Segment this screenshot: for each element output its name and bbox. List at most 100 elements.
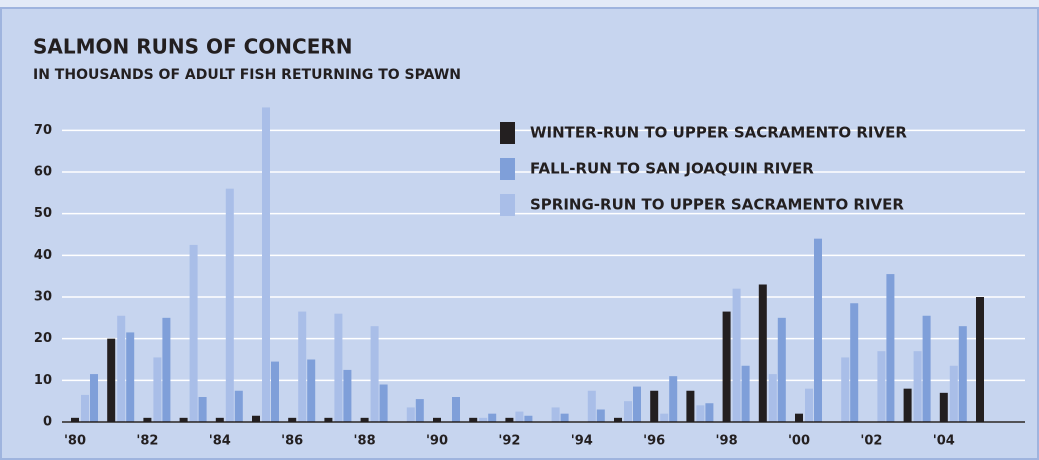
bar xyxy=(71,417,79,422)
y-tick-label: 40 xyxy=(34,248,52,263)
y-tick-label: 50 xyxy=(34,206,52,221)
bar xyxy=(777,317,786,422)
x-tick-label: '86 xyxy=(281,434,303,449)
bar xyxy=(903,388,912,422)
bar xyxy=(334,313,343,422)
x-tick-label: '80 xyxy=(64,434,86,449)
bar xyxy=(624,401,632,422)
bar xyxy=(877,351,886,422)
bar xyxy=(976,297,984,422)
bar xyxy=(841,357,850,422)
y-tick-label: 10 xyxy=(34,373,52,388)
legend-swatch xyxy=(500,194,515,216)
bar xyxy=(433,417,441,422)
x-tick-label: '04 xyxy=(933,434,955,449)
bar xyxy=(515,411,524,422)
x-tick-label: '02 xyxy=(860,434,882,449)
bar xyxy=(215,417,224,422)
bar xyxy=(560,413,569,422)
bar xyxy=(939,392,948,422)
frame xyxy=(0,7,1039,460)
y-tick-label: 30 xyxy=(34,290,52,305)
bar xyxy=(117,315,126,422)
bar xyxy=(732,288,741,422)
bar xyxy=(913,351,922,422)
bar xyxy=(262,107,270,423)
bar xyxy=(524,415,533,422)
bar xyxy=(343,369,352,422)
bar xyxy=(587,390,596,422)
y-tick-label: 70 xyxy=(34,123,52,138)
bar xyxy=(922,315,931,422)
bar xyxy=(81,394,89,422)
bar xyxy=(886,274,895,422)
bar xyxy=(198,397,207,422)
y-tick-label: 20 xyxy=(34,331,52,346)
bar xyxy=(686,390,695,422)
bar xyxy=(551,407,560,422)
bar xyxy=(795,413,803,422)
x-tick-label: '92 xyxy=(498,434,520,449)
bar xyxy=(958,326,967,422)
bar xyxy=(406,407,415,422)
legend-label: SPRING-RUN TO UPPER SACRAMENTO RIVER xyxy=(530,196,904,214)
y-tick-label: 60 xyxy=(34,165,52,180)
bar xyxy=(768,374,777,422)
legend-label: WINTER-RUN TO UPPER SACRAMENTO RIVER xyxy=(530,124,907,142)
bar xyxy=(614,417,622,422)
bar xyxy=(298,311,307,422)
bar xyxy=(225,188,234,422)
bar xyxy=(741,365,750,422)
chart-title: SALMON RUNS OF CONCERN xyxy=(33,35,353,59)
bar xyxy=(189,244,198,422)
bar xyxy=(452,397,460,422)
bar xyxy=(379,384,388,422)
bar xyxy=(153,357,162,422)
bar xyxy=(360,417,369,422)
bar xyxy=(660,413,669,422)
top-band xyxy=(0,0,1039,8)
y-tick-label: 0 xyxy=(43,415,52,430)
x-tick-label: '82 xyxy=(136,434,158,449)
bar xyxy=(288,417,297,422)
chart-subtitle: IN THOUSANDS OF ADULT FISH RETURNING TO … xyxy=(33,67,461,83)
bar xyxy=(234,390,243,422)
bar xyxy=(90,374,98,422)
bar xyxy=(271,361,279,422)
bar xyxy=(370,326,379,422)
bar xyxy=(722,311,731,422)
x-tick-label: '90 xyxy=(426,434,448,449)
bar xyxy=(669,376,678,422)
bar xyxy=(469,417,478,422)
bar xyxy=(633,386,641,422)
bar xyxy=(307,359,316,422)
x-tick-label: '88 xyxy=(354,434,376,449)
bar xyxy=(596,409,605,422)
bar xyxy=(415,399,424,422)
bar xyxy=(162,317,171,422)
x-tick-label: '98 xyxy=(716,434,738,449)
bar xyxy=(479,417,488,422)
bar xyxy=(252,415,260,422)
bar xyxy=(324,417,333,422)
bar xyxy=(758,284,767,422)
bar xyxy=(505,417,514,422)
legend-swatch xyxy=(500,158,515,180)
bar xyxy=(126,332,135,422)
bar xyxy=(650,390,659,422)
bar xyxy=(143,417,152,422)
bar xyxy=(705,403,714,422)
bar xyxy=(179,417,188,422)
bar xyxy=(488,413,497,422)
bar xyxy=(814,238,822,422)
legend-label: FALL-RUN TO SAN JOAQUIN RIVER xyxy=(530,160,814,178)
x-tick-label: '00 xyxy=(788,434,810,449)
bar xyxy=(850,303,859,422)
bar xyxy=(696,405,705,422)
bar xyxy=(949,365,958,422)
bar xyxy=(805,388,813,422)
x-tick-label: '84 xyxy=(209,434,231,449)
legend-swatch xyxy=(500,122,515,144)
